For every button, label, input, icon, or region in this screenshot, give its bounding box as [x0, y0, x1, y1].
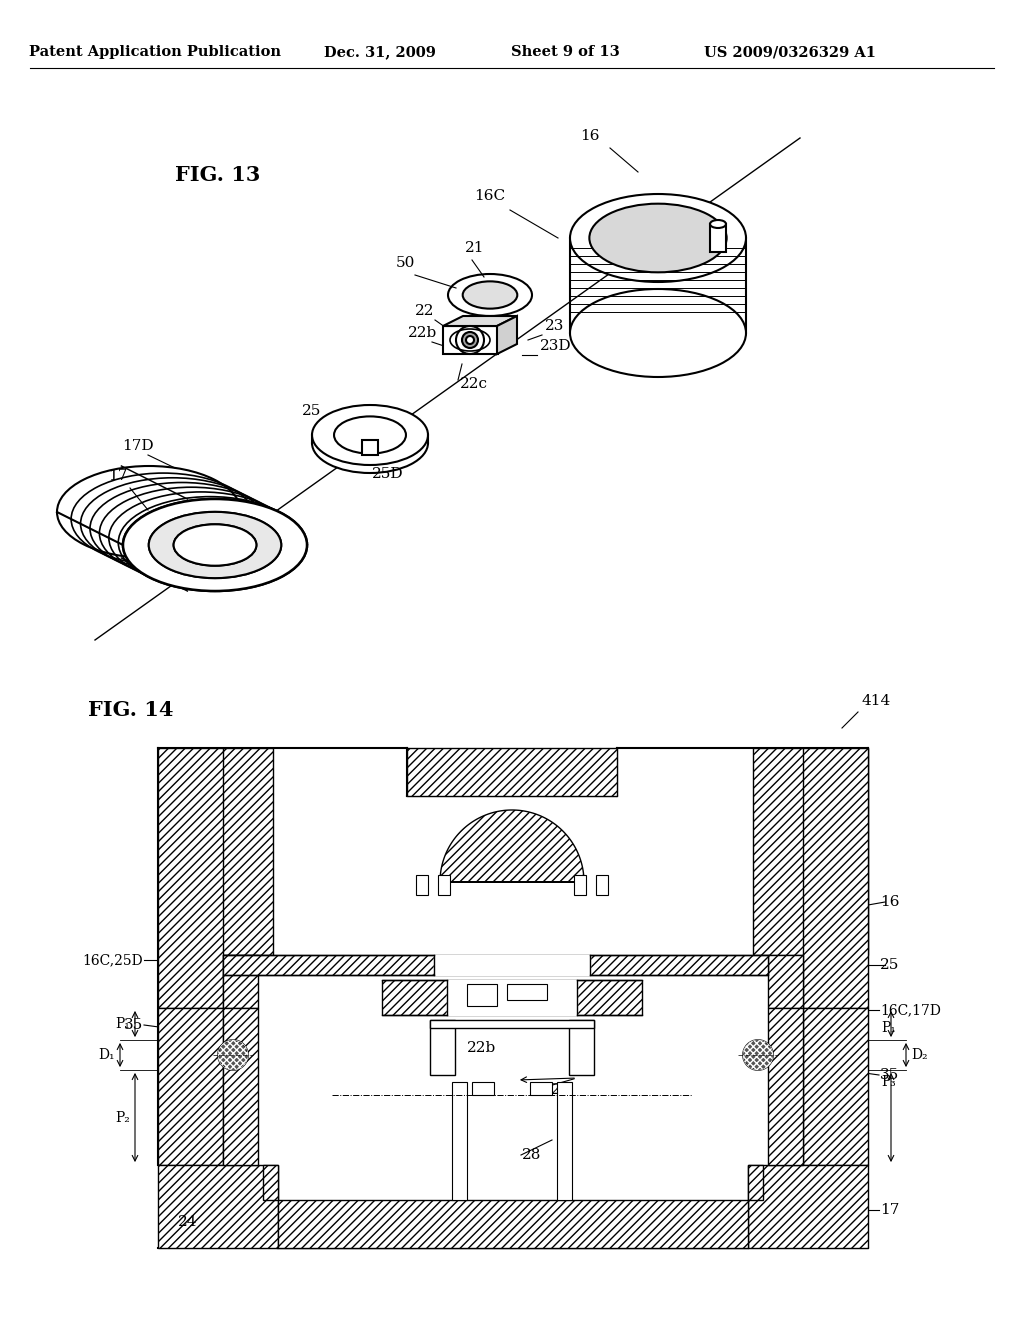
Polygon shape: [748, 1166, 868, 1247]
Circle shape: [218, 1040, 248, 1071]
Text: 35: 35: [124, 1018, 143, 1032]
Text: 22: 22: [415, 304, 434, 318]
Text: 28: 28: [522, 1148, 542, 1162]
Polygon shape: [768, 1008, 803, 1166]
Text: 22b: 22b: [408, 326, 437, 341]
Text: 50: 50: [395, 256, 415, 271]
Text: FIG. 14: FIG. 14: [88, 700, 173, 719]
Text: Patent Application Publication: Patent Application Publication: [29, 45, 281, 59]
Text: 17: 17: [108, 469, 127, 483]
Ellipse shape: [334, 416, 406, 454]
Bar: [557, 1082, 572, 1200]
Polygon shape: [382, 979, 642, 1015]
Polygon shape: [158, 748, 273, 954]
Bar: [574, 875, 586, 895]
Ellipse shape: [174, 524, 256, 566]
Polygon shape: [407, 748, 617, 796]
Text: 23: 23: [545, 319, 564, 333]
Text: 25: 25: [302, 404, 322, 418]
Polygon shape: [158, 1008, 223, 1166]
Polygon shape: [263, 1166, 278, 1200]
Bar: [438, 875, 450, 895]
Bar: [430, 1020, 594, 1028]
Ellipse shape: [590, 203, 727, 272]
Text: 21: 21: [498, 766, 517, 779]
Text: D₁: D₁: [98, 1048, 115, 1063]
Ellipse shape: [312, 405, 428, 465]
Ellipse shape: [123, 499, 307, 591]
Ellipse shape: [174, 524, 256, 566]
Text: 23D: 23D: [540, 339, 571, 352]
Polygon shape: [223, 954, 258, 1008]
Polygon shape: [158, 748, 223, 1008]
Text: 22a: 22a: [464, 993, 493, 1007]
Bar: [416, 875, 428, 895]
Bar: [472, 1082, 494, 1096]
Ellipse shape: [570, 289, 746, 378]
Polygon shape: [158, 1166, 278, 1247]
Text: 22c: 22c: [460, 378, 488, 391]
Text: 35: 35: [880, 1068, 899, 1082]
Bar: [430, 1020, 455, 1074]
Circle shape: [743, 1040, 773, 1071]
Bar: [710, 224, 726, 252]
Ellipse shape: [570, 194, 746, 282]
Text: 22: 22: [537, 989, 556, 1003]
Text: 16: 16: [581, 129, 600, 143]
Ellipse shape: [456, 326, 484, 354]
Text: 25D: 25D: [372, 467, 403, 480]
Bar: [443, 326, 498, 354]
Text: 22b: 22b: [467, 1041, 497, 1055]
Bar: [452, 1082, 467, 1200]
Text: P₁: P₁: [116, 1016, 130, 1031]
Text: P₁: P₁: [881, 1020, 896, 1035]
Ellipse shape: [463, 281, 517, 309]
Ellipse shape: [710, 220, 726, 228]
Text: 16: 16: [880, 895, 899, 909]
Text: 414: 414: [862, 694, 891, 708]
Bar: [569, 1020, 594, 1074]
Polygon shape: [223, 1008, 258, 1166]
Polygon shape: [803, 748, 868, 1008]
Bar: [467, 983, 497, 1006]
Ellipse shape: [123, 499, 307, 591]
Text: 25: 25: [880, 958, 899, 972]
Polygon shape: [278, 1200, 748, 1247]
Text: Sheet 9 of 13: Sheet 9 of 13: [511, 45, 620, 59]
Text: 24: 24: [178, 1214, 198, 1229]
Polygon shape: [753, 748, 868, 954]
Text: P₂: P₂: [115, 1110, 130, 1125]
Ellipse shape: [449, 275, 532, 315]
Polygon shape: [443, 315, 517, 326]
Polygon shape: [768, 954, 803, 1008]
Polygon shape: [748, 1166, 763, 1200]
Ellipse shape: [462, 333, 478, 348]
Polygon shape: [362, 440, 378, 455]
Text: FIG. 13: FIG. 13: [175, 165, 260, 185]
Text: 16C,17D: 16C,17D: [880, 1003, 941, 1016]
Text: Dec. 31, 2009: Dec. 31, 2009: [324, 45, 436, 59]
Text: 17: 17: [880, 1203, 899, 1217]
Ellipse shape: [466, 337, 474, 345]
Polygon shape: [803, 1008, 868, 1166]
Text: P₃: P₃: [881, 1074, 896, 1089]
Bar: [507, 983, 547, 1001]
Bar: [530, 1082, 552, 1096]
Text: D₂: D₂: [911, 1048, 928, 1063]
Text: 16C: 16C: [474, 189, 506, 203]
Ellipse shape: [57, 466, 241, 558]
Polygon shape: [440, 810, 584, 882]
Text: 16C,25D: 16C,25D: [82, 953, 143, 968]
Ellipse shape: [148, 512, 282, 578]
Ellipse shape: [312, 413, 428, 473]
Bar: [596, 875, 608, 895]
Polygon shape: [497, 315, 517, 354]
Text: 17D: 17D: [122, 440, 154, 453]
Text: US 2009/0326329 A1: US 2009/0326329 A1: [705, 45, 876, 59]
Text: 22c: 22c: [542, 1082, 570, 1097]
Polygon shape: [223, 954, 768, 975]
Ellipse shape: [148, 512, 282, 578]
Text: 21: 21: [465, 242, 484, 255]
